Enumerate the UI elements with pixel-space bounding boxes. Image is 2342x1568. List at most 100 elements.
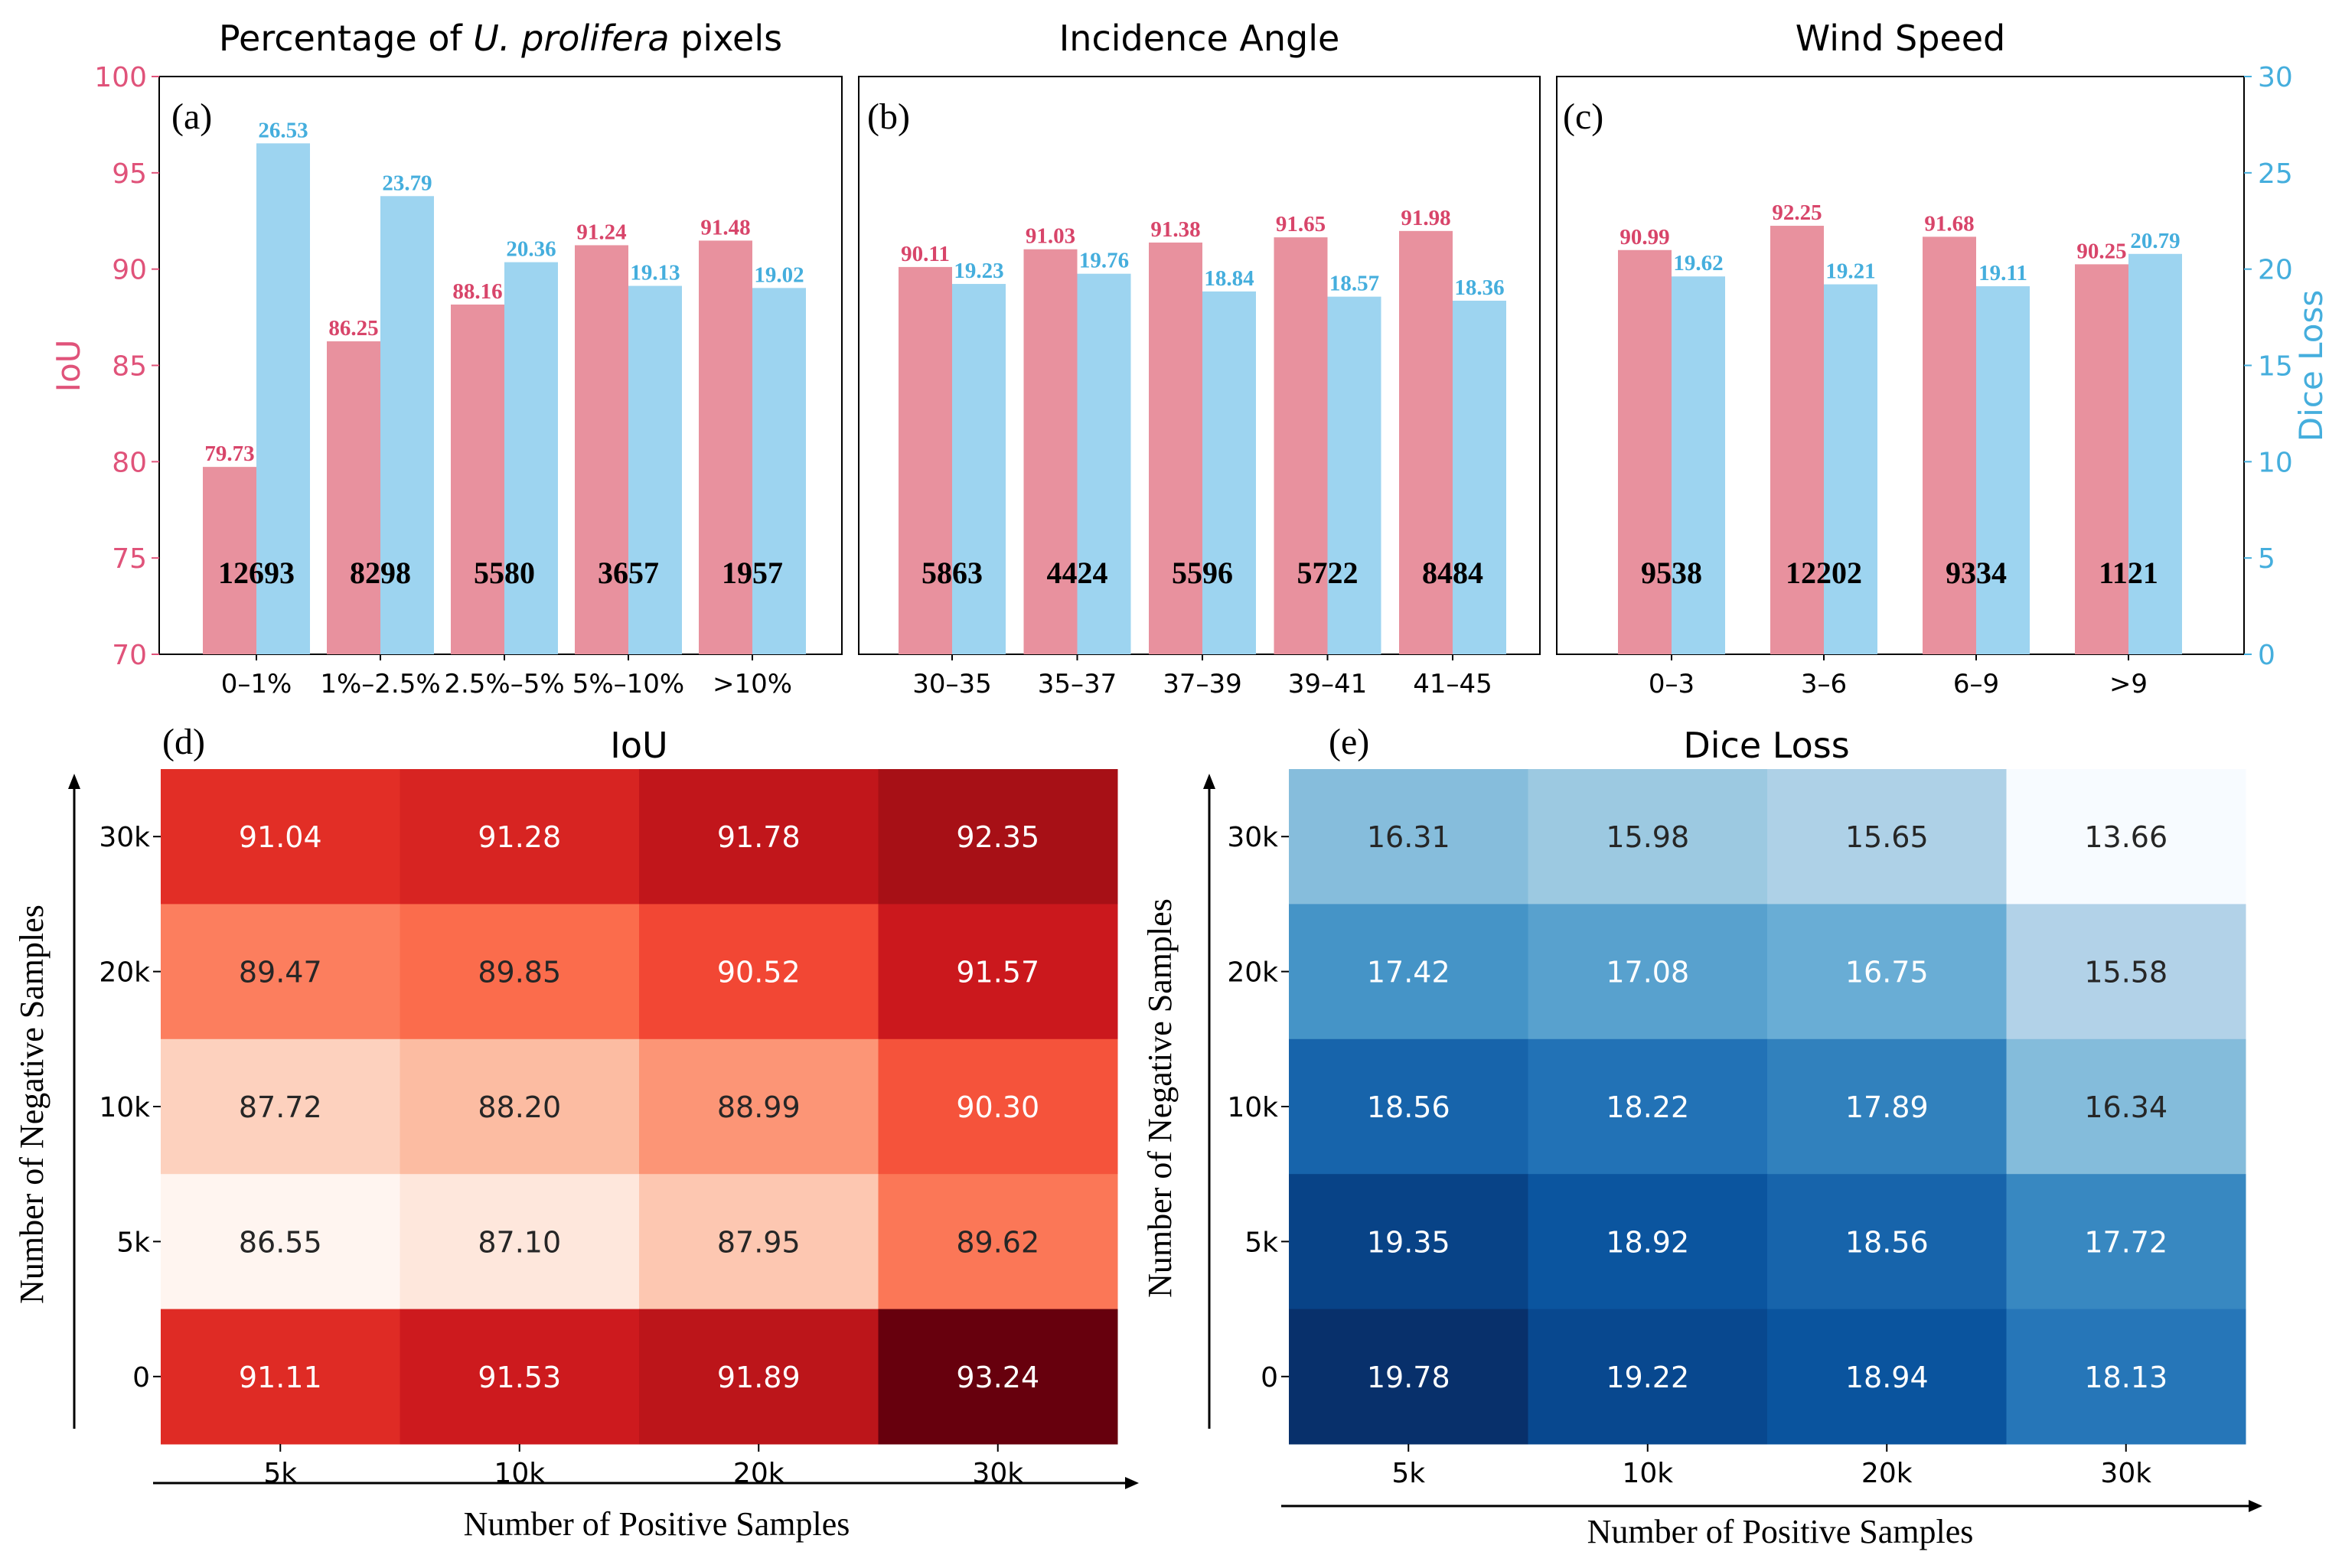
heatmap-cell-value: 13.66: [2084, 820, 2167, 854]
heatmap-cell-value: 91.11: [239, 1361, 322, 1394]
heatmap-cell-value: 88.20: [478, 1090, 561, 1124]
panel-d-label: (d): [162, 722, 205, 762]
y-tick-label: 5k: [116, 1227, 150, 1258]
panel-d-xlabel: Number of Positive Samples: [464, 1505, 850, 1543]
iou-bar: [1923, 236, 1976, 654]
dice-loss-bar: [1453, 300, 1506, 654]
sample-count-label: 1121: [2099, 556, 2158, 590]
x-tick-label: 30k: [972, 1458, 1023, 1489]
sample-count-label: 12693: [218, 556, 295, 590]
sample-count-label: 4424: [1047, 556, 1108, 590]
dice-loss-bar: [1672, 276, 1725, 654]
sample-count-label: 9538: [1641, 556, 1702, 590]
iou-value-label: 91.48: [700, 215, 750, 240]
dice-loss-bar: [380, 196, 434, 654]
heatmap-cell: [400, 1309, 640, 1445]
heatmap-cell: [1528, 904, 1768, 1040]
heatmap-cell-value: 17.08: [1606, 956, 1689, 989]
x-tick-label: 6–9: [1953, 669, 1999, 699]
sample-count-label: 5596: [1172, 556, 1233, 590]
panel-a: (a) Percentage of U. prolifera pixels 79…: [158, 18, 843, 699]
heatmap-cell-value: 16.31: [1367, 820, 1450, 854]
heatmap-cell: [1528, 769, 1768, 905]
panel-e: (e) Dice Loss 16.31 15.98 15.65 13.66 17.42 1…: [1141, 722, 2262, 1550]
sample-count-label: 5863: [921, 556, 983, 590]
y-tick-label: 10k: [99, 1092, 150, 1123]
iou-value-label: 86.25: [328, 316, 378, 341]
heatmap-cell-value: 88.99: [717, 1090, 801, 1124]
x-axis-arrowhead: [2249, 1500, 2262, 1512]
heatmap-cell: [161, 904, 400, 1040]
heatmap-cell: [1767, 904, 2007, 1040]
iou-bar: [1770, 226, 1824, 655]
x-tick-label: 35–37: [1038, 669, 1117, 699]
heatmap-cell-value: 16.75: [1845, 956, 1929, 989]
iou-value-label: 91.24: [576, 220, 626, 244]
heatmap-cell-value: 91.78: [717, 820, 801, 854]
sample-count-label: 5580: [474, 556, 535, 590]
y-axis-arrowhead: [68, 774, 80, 789]
heatmap-cell: [1289, 904, 1528, 1040]
y-tick-label: 5k: [1244, 1227, 1278, 1258]
heatmap-cell: [878, 1174, 1118, 1310]
heatmap-cell-value: 91.57: [956, 956, 1039, 989]
heatmap-cell: [639, 1174, 879, 1310]
dice-loss-bar: [1976, 286, 2030, 654]
x-tick-label: 20k: [733, 1458, 784, 1489]
heatmap-cell-value: 17.89: [1845, 1090, 1929, 1124]
heatmap-cell-value: 19.35: [1367, 1225, 1450, 1259]
panel-d-title: IoU: [610, 725, 667, 766]
panel-a-label: (a): [171, 96, 212, 137]
panel-a-title: Percentage of U. prolifera pixels: [219, 18, 782, 59]
x-tick-label: 10k: [1622, 1458, 1673, 1489]
dice-loss-bar: [952, 284, 1006, 654]
dice-loss-value-label: 23.79: [382, 171, 432, 195]
heatmap-cell: [400, 1038, 640, 1175]
heatmap-cell-value: 19.22: [1606, 1361, 1689, 1394]
heatmap-cell: [1767, 769, 2007, 905]
heatmap-cell: [1289, 1309, 1528, 1445]
iou-value-label: 90.99: [1620, 225, 1669, 249]
x-tick-label: 10k: [494, 1458, 545, 1489]
iou-axis-label: IoU: [50, 340, 87, 393]
iou-bar: [1618, 249, 1672, 654]
dice-loss-bar: [1327, 296, 1381, 654]
heatmap-cell: [161, 1309, 400, 1445]
heatmap-cell: [878, 1038, 1118, 1175]
dice-loss-value-label: 19.76: [1079, 249, 1129, 273]
heatmap-cell-value: 18.56: [1367, 1090, 1450, 1124]
x-tick-label: 5k: [1391, 1458, 1425, 1489]
x-tick-label: 20k: [1861, 1458, 1913, 1489]
heatmap-cell-value: 18.92: [1606, 1225, 1689, 1259]
iou-bar: [1399, 230, 1453, 654]
x-tick-label: 0–3: [1649, 669, 1695, 699]
heatmap-cell: [1767, 1174, 2007, 1310]
dice-loss-value-label: 19.23: [954, 259, 1003, 283]
heatmap-cell: [2006, 769, 2246, 905]
heatmap-cell: [400, 904, 640, 1040]
heatmap-cell: [639, 904, 879, 1040]
x-tick-label: 5k: [263, 1458, 297, 1489]
iou-value-label: 90.11: [901, 242, 950, 266]
panel-c-label: (c): [1563, 96, 1603, 137]
iou-bar: [899, 266, 952, 654]
dice-loss-axis-tick-label: 15: [2258, 351, 2293, 383]
dice-loss-axis-tick-label: 25: [2258, 158, 2293, 190]
x-tick-label: 41–45: [1413, 669, 1492, 699]
heatmap-cell-value: 89.85: [478, 956, 561, 989]
heatmap-cell: [2006, 1038, 2246, 1175]
dice-loss-value-label: 20.36: [506, 237, 556, 262]
iou-bar: [1274, 237, 1328, 654]
heatmap-cell: [639, 769, 879, 905]
iou-bar: [2075, 264, 2128, 654]
iou-bar: [203, 467, 256, 654]
heatmap-cell-value: 91.89: [717, 1361, 801, 1394]
y-axis-arrowhead: [1203, 774, 1215, 789]
heatmap-cell-value: 19.78: [1367, 1361, 1450, 1394]
heatmap-cell: [1767, 1309, 2007, 1445]
dice-loss-value-label: 18.84: [1204, 266, 1254, 291]
heatmap-cell-value: 16.34: [2084, 1090, 2167, 1124]
dice-loss-bar: [1202, 291, 1256, 654]
